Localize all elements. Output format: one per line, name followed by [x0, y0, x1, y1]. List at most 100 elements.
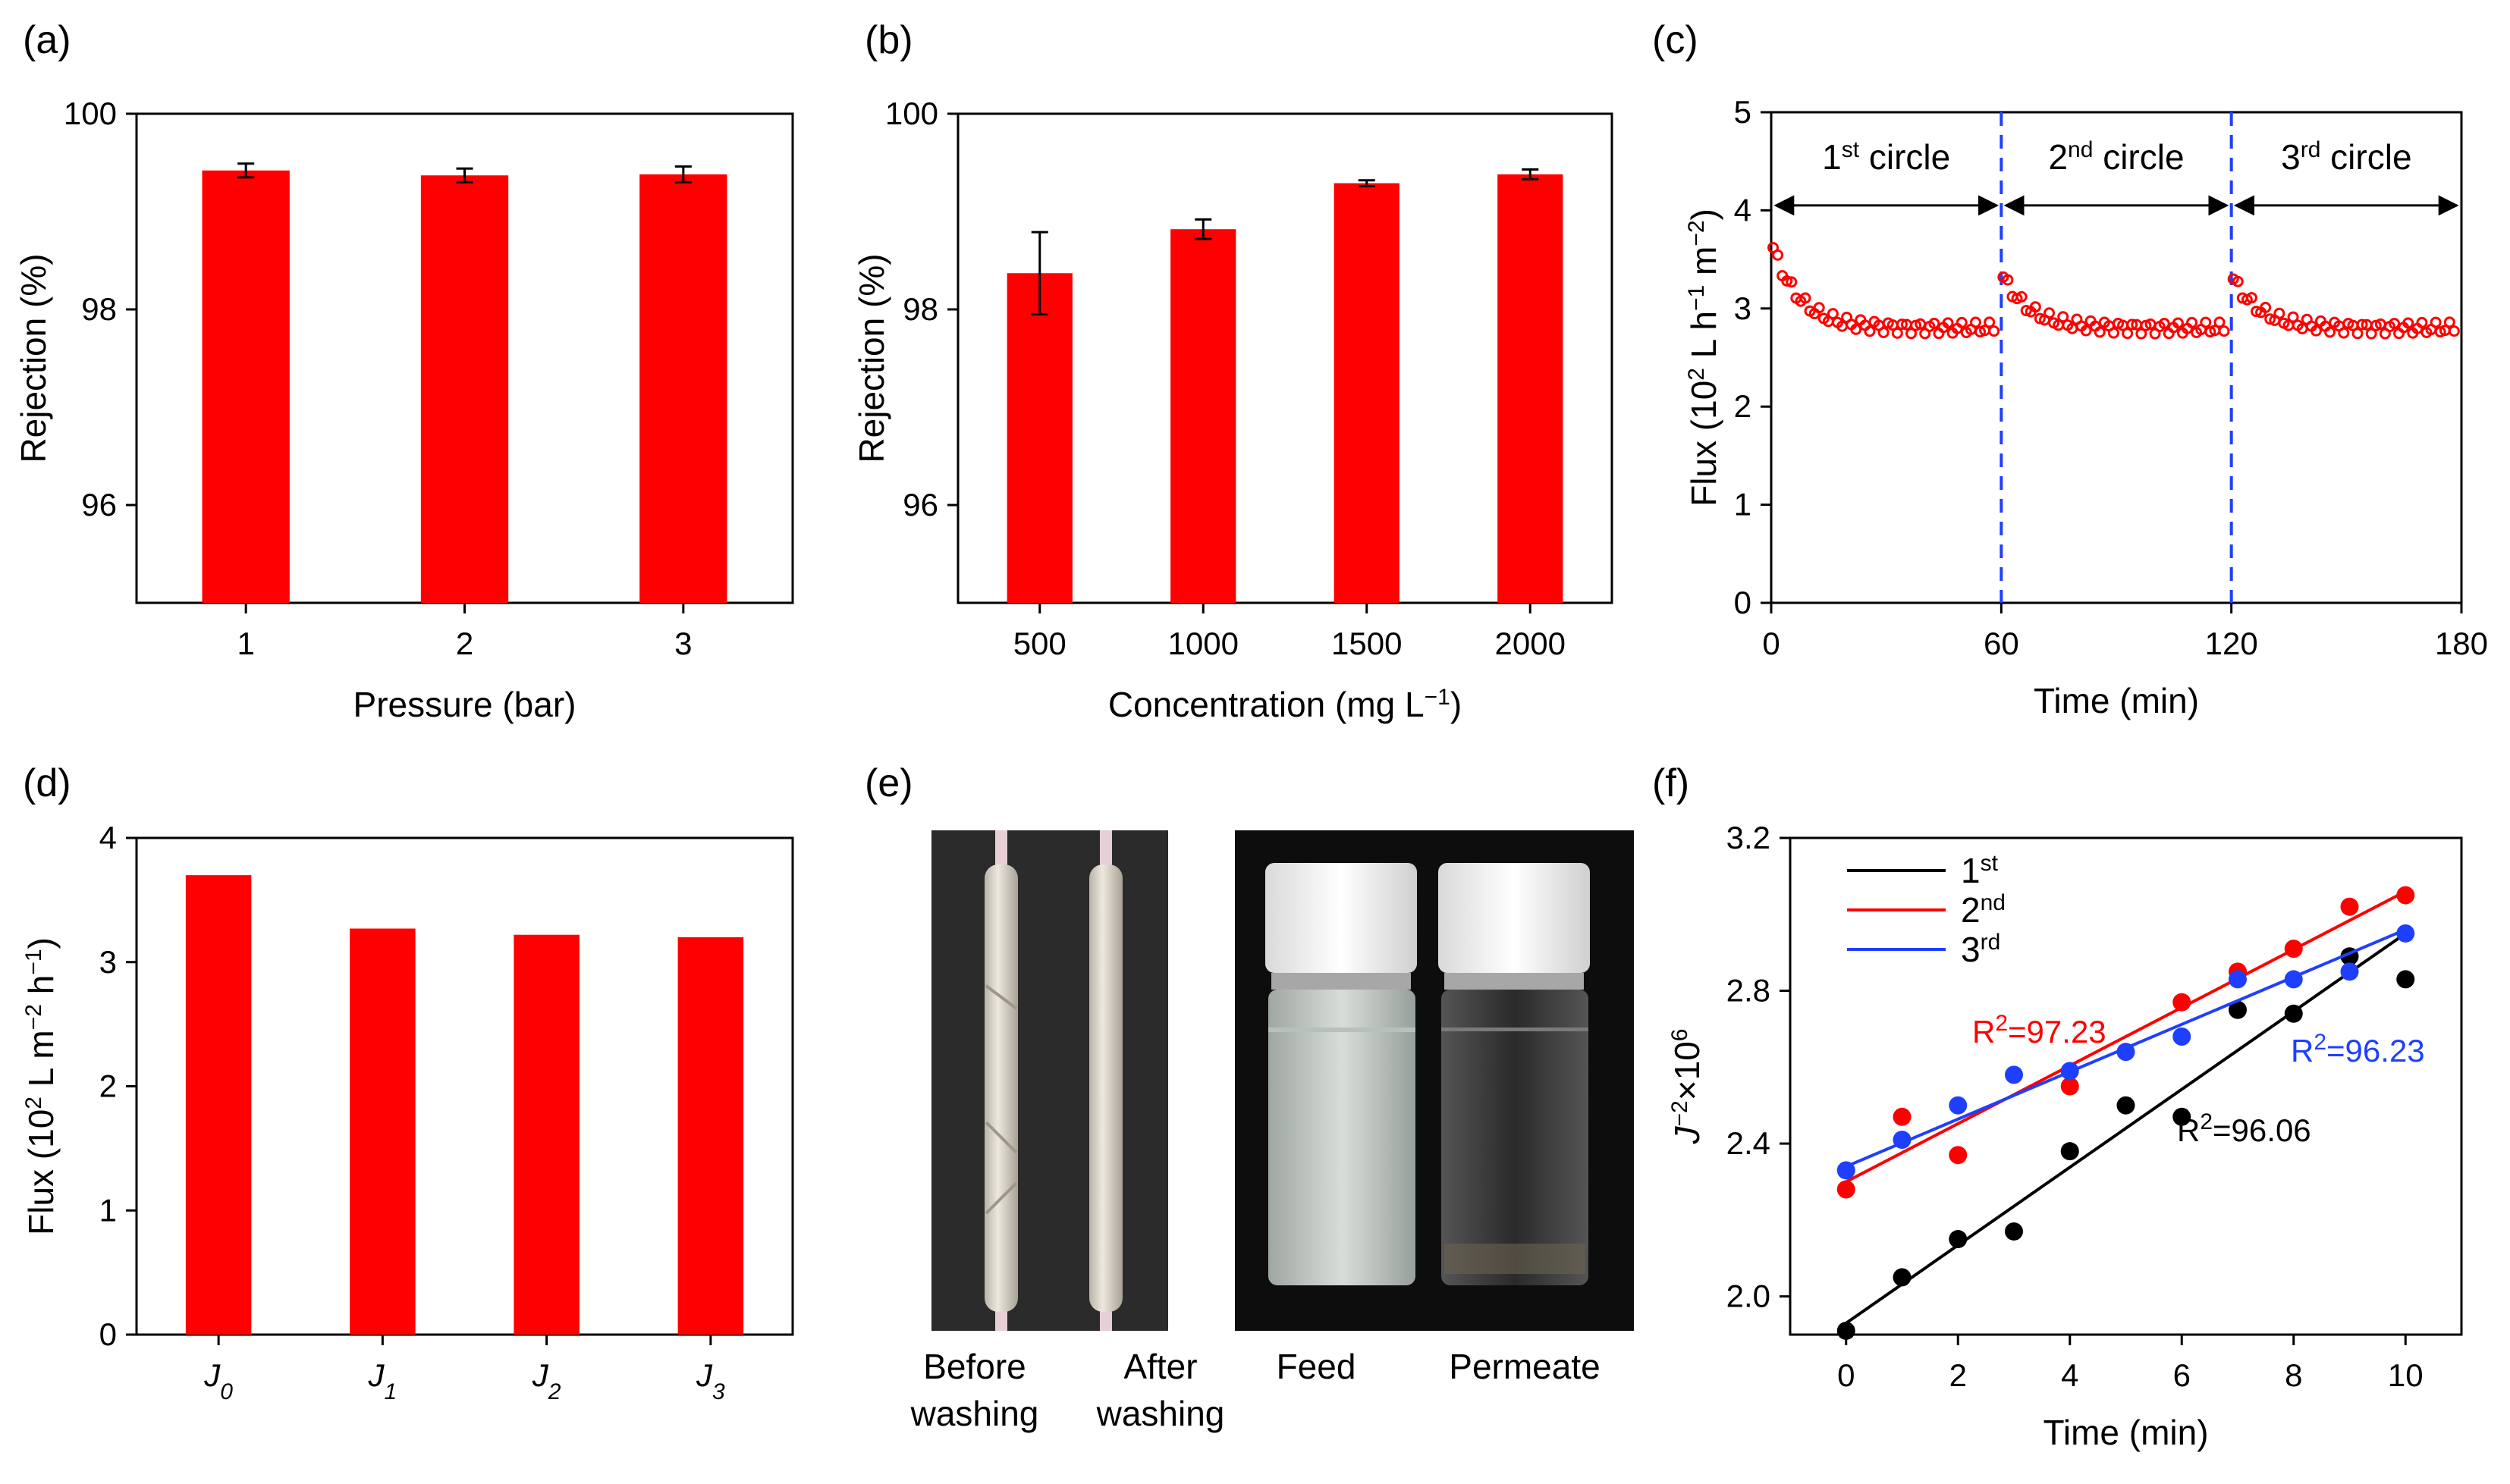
y-tick-label: 0: [1734, 585, 1751, 620]
flux-point: [2389, 318, 2401, 330]
legend-label: 1st: [1961, 851, 1999, 891]
data-point: [1893, 1107, 1912, 1126]
y-tick-label: 96: [81, 487, 117, 522]
chart-panel-c: 0 1 2 3 4 5 0 60 120 180 1st circle 2nd circle 3rd c…: [1684, 94, 2489, 720]
data-point: [1836, 1321, 1855, 1340]
y-tick-label: 3: [1734, 290, 1751, 326]
flux-point: [2232, 275, 2244, 287]
flux-point: [2273, 307, 2285, 319]
x-tick-label: 0: [1837, 1357, 1855, 1393]
bar: [677, 937, 744, 1335]
flux-point: [1969, 316, 1981, 328]
flux-point: [2043, 307, 2056, 319]
bar: [1007, 273, 1073, 603]
flux-point: [2122, 328, 2134, 340]
flux-point: [2029, 301, 2041, 313]
y-axis-label: Flux (102 L h−1 m−2): [1684, 209, 1724, 507]
flux-point: [2251, 306, 2263, 318]
data-point: [2229, 970, 2247, 989]
cycle-label: 3rd circle: [2281, 137, 2411, 177]
flux-point: [1942, 317, 1954, 329]
data-point: [2396, 970, 2415, 989]
flux-point: [2416, 316, 2428, 328]
data-point: [2340, 962, 2359, 981]
flux-point: [2107, 327, 2119, 339]
panel-label-c: (c): [1652, 18, 1698, 62]
fit-line: [1845, 889, 2407, 1184]
data-point: [2340, 897, 2359, 916]
flux-point: [2080, 325, 2092, 337]
plot-frame: [957, 112, 1613, 604]
flux-point: [2126, 318, 2138, 331]
panel-label-f: (f): [1652, 761, 1689, 805]
plot-frame: [1770, 111, 2463, 604]
x-tick-label: 1500: [1331, 626, 1402, 661]
flux-point: [2218, 325, 2230, 337]
data-point: [2396, 924, 2415, 943]
data-point: [2060, 1062, 2079, 1081]
y-tick-label: 98: [81, 291, 117, 327]
data-point: [1949, 1146, 1968, 1165]
y-tick-label: 98: [903, 291, 938, 327]
flux-point: [2172, 317, 2184, 329]
flux-point: [2135, 328, 2147, 340]
flux-point: [1827, 308, 1839, 320]
y-tick-label: 0: [99, 1316, 117, 1352]
feed-vial: [1268, 990, 1415, 1285]
flux-point: [1984, 316, 1996, 328]
data-point: [1836, 1180, 1855, 1199]
y-tick-label: 100: [885, 96, 938, 131]
y-tick-label: 2: [99, 1068, 117, 1104]
flux-point: [1772, 249, 1784, 261]
flux-point: [2245, 292, 2257, 304]
chart-panel-a: 96 98 100 1 2 3 Pressure (bar) Rejection (%): [14, 96, 794, 724]
x-tick-label: 120: [2205, 626, 2258, 661]
tube-after-washing: [1089, 864, 1123, 1312]
flux-point: [2356, 318, 2368, 331]
y-tick-label: 4: [1734, 192, 1751, 227]
caption-before-line1: Before: [923, 1347, 1026, 1386]
flux-point: [1928, 318, 1940, 330]
data-point: [2005, 1222, 2023, 1241]
y-axis-label: J−2×106: [1667, 1029, 1707, 1145]
flux-point: [1786, 276, 1798, 288]
flux-point: [1877, 326, 1890, 338]
feed-vial-cap: [1265, 863, 1417, 973]
fit-line: [1845, 932, 2407, 1325]
flux-point: [2057, 311, 2069, 323]
r2-label: R2=97.23: [1972, 1011, 2106, 1050]
data-point: [2172, 993, 2191, 1012]
flux-point: [2186, 316, 2198, 328]
flux-point: [1864, 325, 1876, 337]
flux-point: [2430, 316, 2442, 328]
y-axis-label: Rejection (%): [14, 253, 53, 463]
data-point: [2060, 1077, 2079, 1096]
bar: [350, 928, 416, 1335]
panel-label-b: (b): [865, 18, 913, 62]
x-axis-label: Concentration (mg L−1): [1108, 685, 1462, 725]
flux-point: [1850, 323, 1862, 335]
y-tick-label: 2.0: [1726, 1278, 1770, 1314]
x-tick-label: 180: [2435, 626, 2488, 661]
flux-point: [2200, 316, 2212, 328]
flux-point: [1905, 328, 1918, 340]
cycle-label: 1st circle: [1822, 137, 1950, 177]
permeate-vial: [1441, 990, 1588, 1285]
x-tick-label: J0: [203, 1357, 233, 1404]
r2-label: R2=96.23: [2291, 1030, 2425, 1069]
x-tick-label: 4: [2061, 1357, 2078, 1393]
flux-point: [2015, 290, 2028, 303]
y-tick-label: 2.8: [1726, 973, 1770, 1009]
x-tick-label: 2000: [1495, 626, 1566, 661]
x-tick-label: J3: [696, 1357, 725, 1404]
x-axis-label: Time (min): [2034, 681, 2199, 720]
y-tick-label: 2.4: [1726, 1125, 1770, 1161]
flux-point: [1956, 316, 1968, 328]
y-tick-label: 3: [99, 944, 117, 980]
flux-point: [2310, 325, 2322, 337]
bar: [420, 175, 509, 603]
y-tick-label: 96: [903, 487, 938, 522]
flux-point: [1813, 302, 1825, 314]
bar: [1497, 174, 1563, 604]
data-point: [2284, 940, 2303, 958]
